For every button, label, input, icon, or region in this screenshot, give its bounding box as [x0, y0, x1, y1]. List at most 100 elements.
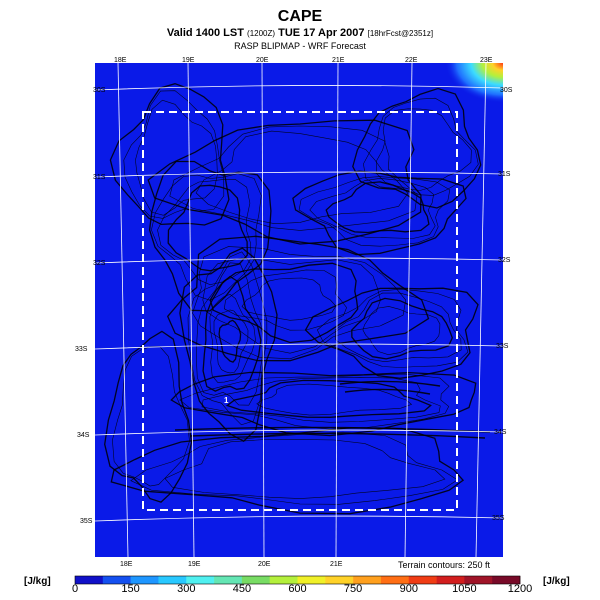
lon-label: 18E [114, 57, 127, 64]
terrain-contour [363, 97, 479, 196]
terrain-contour [151, 173, 262, 301]
terrain-contour [135, 99, 218, 216]
site-marker: 1 [224, 396, 229, 405]
lat-label: 31S [498, 171, 511, 178]
lat-label: 35S [80, 518, 93, 525]
lat-label: 32S [93, 260, 106, 267]
terrain-contour [202, 257, 381, 354]
legend-tick-label: 450 [233, 583, 251, 595]
meridian-18e [117, 62, 129, 558]
legend-swatch [102, 576, 131, 584]
terrain-contour [187, 251, 268, 426]
lon-label: 21E [330, 561, 343, 568]
meridian-19e [187, 62, 195, 558]
valid-text: Valid 1400 LST [166, 27, 244, 39]
legend-tick-label: 900 [400, 583, 418, 595]
terrain-contour [213, 309, 249, 374]
legend-swatch [380, 576, 410, 584]
map-title: CAPE [277, 8, 323, 25]
lon-labels-bottom: 18E 19E 20E 21E [120, 561, 343, 568]
lat-label: 32S [498, 257, 511, 264]
legend-swatch [130, 576, 159, 584]
terrain-contour [147, 119, 422, 245]
terrain-contour [179, 247, 278, 442]
cape-high-corner [445, 63, 503, 103]
lon-label: 18E [120, 561, 133, 568]
lat-label: 30S [500, 87, 513, 94]
unit-right: [J/kg] [543, 576, 570, 587]
terrain-contour [201, 376, 441, 423]
lon-label: 21E [332, 57, 345, 64]
terrain-contour [316, 288, 469, 368]
lon-label: 19E [188, 561, 201, 568]
terrain-contour [223, 269, 347, 331]
model-name: RASP BLIPMAP - WRF Forecast [234, 41, 366, 51]
lon-label: 20E [258, 561, 271, 568]
parallel-33s [94, 343, 504, 350]
legend-tick-label: 1200 [508, 583, 532, 595]
graticule [94, 62, 504, 558]
lat-label: 30S [93, 87, 106, 94]
terrain-contour [167, 184, 248, 272]
legend-swatch [353, 576, 382, 584]
legend-tick-label: 150 [121, 583, 139, 595]
lat-label: 34S [494, 429, 507, 436]
lat-label: 33S [496, 343, 509, 350]
legend-swatch [408, 576, 437, 584]
legend-tick-label: 600 [288, 583, 306, 595]
terrain-contour [218, 319, 242, 363]
parallel-35s [94, 515, 504, 522]
legend-swatch [214, 576, 243, 584]
terrain-contour [104, 330, 193, 503]
meridian-21e [335, 62, 339, 558]
parallel-30s [94, 85, 504, 91]
valid-time: Valid 1400 LST (1200Z) TUE 17 Apr 2007 [… [0, 27, 600, 39]
legend-ticks: 0 150 300 450 600 750 900 1050 1200 [72, 583, 532, 595]
legend-tick-label: 750 [344, 583, 362, 595]
terrain-contour [169, 125, 418, 231]
legend-swatch [325, 576, 354, 584]
terrain-contour [256, 383, 413, 416]
legend-swatch [436, 576, 465, 584]
legend-swatch [464, 576, 493, 584]
legend-outline [74, 575, 521, 585]
lat-label: 35S [492, 515, 505, 522]
terrain-contour [192, 246, 407, 360]
terrain-contour [130, 431, 459, 505]
domain-boundary [142, 111, 458, 511]
terrain-contour [375, 108, 472, 191]
forecast-info: [18hrFcst@2351z] [367, 29, 434, 38]
legend-tick-label: 0 [72, 583, 78, 595]
legend-tick-label: 300 [177, 583, 195, 595]
terrain-ridge [174, 426, 491, 433]
terrain-contour [195, 130, 409, 225]
legend-swatch [297, 576, 326, 584]
legend-swatch [241, 576, 270, 584]
lon-label: 20E [256, 57, 269, 64]
legend-swatch [75, 576, 104, 584]
terrain-contour [334, 292, 462, 363]
legend-tick-label: 1050 [452, 583, 476, 595]
valid-utc: (1200Z) [247, 29, 276, 38]
date-text: TUE 17 Apr 2007 [278, 27, 365, 39]
meridian-23e [475, 62, 487, 558]
terrain-contour [170, 371, 477, 437]
terrain-contour [362, 306, 441, 356]
terrain-contour [109, 83, 230, 226]
terrain-contour [123, 90, 225, 219]
lon-label: 22E [405, 57, 418, 64]
terrain-contour [148, 160, 272, 312]
terrain-contour [351, 297, 454, 360]
terrain-contour [195, 262, 264, 406]
meridian-22e [404, 62, 413, 558]
terrain-ridge [189, 432, 486, 439]
terrain-ridge [339, 380, 441, 387]
terrain-contours [104, 83, 491, 515]
lon-label: 23E [480, 57, 493, 64]
lat-labels-right: 30S 31S 32S 33S 34S 35S [492, 87, 513, 522]
terrain-contour [298, 176, 451, 247]
terrain-contour [157, 178, 252, 286]
unit-left: [J/kg] [24, 576, 51, 587]
terrain-contour [304, 287, 479, 379]
legend-swatch [492, 576, 521, 584]
